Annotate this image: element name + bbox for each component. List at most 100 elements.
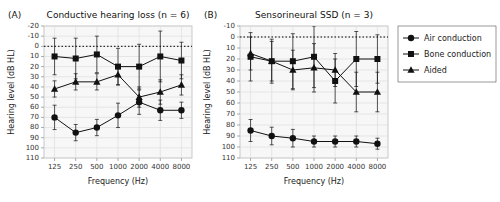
error-bar-cap [249, 81, 253, 82]
panel: -100102030405060708090100110125250500100… [203, 10, 388, 186]
x-tick-label: 500 [286, 163, 299, 171]
series [247, 37, 381, 112]
tick-mark [41, 127, 44, 128]
tick-mark [237, 48, 240, 49]
data-point [353, 56, 359, 62]
chart-figure: -20-100102030405060708090100110125250500… [0, 0, 500, 202]
grid-line [44, 46, 192, 47]
error-bar-cap [95, 36, 99, 37]
error-bar-cap [74, 89, 78, 90]
y-tick-label: 0 [231, 33, 235, 41]
error-bar-cap [312, 136, 316, 137]
y-tick-label: 50 [226, 88, 235, 96]
y-tick-label: 30 [226, 66, 235, 74]
tick-mark [160, 158, 161, 161]
data-point [51, 85, 58, 92]
series-line [55, 102, 182, 132]
y-tick-label: 70 [30, 113, 39, 121]
y-tick-label: 90 [226, 132, 235, 140]
y-axis-label: Hearing level (dB HL) [203, 49, 212, 134]
tick-mark [237, 26, 240, 27]
y-tick-label: 70 [226, 110, 235, 118]
error-bar-stem [118, 48, 119, 85]
error-bar-cap [354, 72, 358, 73]
data-point [115, 112, 121, 118]
error-bar-cap [291, 33, 295, 34]
tick-mark [356, 158, 357, 161]
error-bar-cap [53, 105, 57, 106]
legend: Air conductionBone conductionAided [398, 26, 496, 82]
error-bar-cap [116, 103, 120, 104]
error-bar-cap [116, 48, 120, 49]
error-bar-cap [158, 79, 162, 80]
data-point [374, 56, 380, 62]
error-bar-cap [333, 53, 337, 54]
error-bar-cap [291, 50, 295, 51]
error-bar-cap [354, 147, 358, 148]
error-bar-cap [137, 114, 141, 115]
grid-line [250, 26, 251, 158]
error-bar-cap [74, 124, 78, 125]
x-tick-label: 4000 [347, 163, 365, 171]
tick-mark [377, 158, 378, 161]
error-bar-cap [158, 120, 162, 121]
panel-label: (B) [204, 10, 217, 20]
error-bar-cap [53, 38, 57, 39]
tick-mark [314, 158, 315, 161]
error-bar-cap [270, 127, 274, 128]
grid-line [54, 26, 55, 158]
error-bar-cap [74, 38, 78, 39]
legend-frame [398, 26, 496, 82]
tick-mark [237, 92, 240, 93]
series [247, 120, 380, 150]
data-point [136, 93, 143, 100]
tick-mark [41, 117, 44, 118]
grid-line [139, 26, 140, 158]
error-bar-cap [333, 136, 337, 137]
tick-mark [41, 158, 44, 159]
x-tick-label: 125 [48, 163, 61, 171]
data-point [353, 88, 360, 95]
error-bar-cap [375, 138, 379, 139]
tick-mark [237, 158, 240, 159]
error-bar-cap [333, 103, 337, 104]
y-tick-label: 50 [30, 93, 39, 101]
error-bar-cap [270, 41, 274, 42]
y-tick-label: 20 [30, 63, 39, 71]
data-point [268, 57, 275, 64]
tick-mark [237, 70, 240, 71]
x-tick-label: 125 [244, 163, 257, 171]
chart-title: Sensorineural SSD (n = 3) [255, 10, 373, 20]
tick-mark [41, 76, 44, 77]
data-point [52, 53, 58, 59]
panel-label: (A) [8, 10, 21, 20]
data-point [310, 64, 317, 71]
error-bar-cap [375, 111, 379, 112]
tick-mark [237, 136, 240, 137]
tick-mark [41, 86, 44, 87]
grid-line [75, 26, 76, 158]
tick-mark [237, 125, 240, 126]
data-point [289, 66, 296, 73]
x-tick-label: 4000 [151, 163, 169, 171]
error-bar-cap [270, 144, 274, 145]
tick-mark [237, 59, 240, 60]
error-bar-cap [375, 149, 379, 150]
x-tick-label: 8000 [369, 163, 387, 171]
error-bar-cap [95, 89, 99, 90]
error-bar-cap [116, 84, 120, 85]
data-point [157, 53, 163, 59]
chart-title: Conductive hearing loss (n = 6) [47, 10, 190, 20]
legend-item: Bone conduction [403, 50, 491, 59]
data-point [94, 51, 100, 57]
data-point [51, 114, 57, 120]
error-bar-cap [354, 31, 358, 32]
error-bar-cap [333, 147, 337, 148]
error-bar-cap [291, 89, 295, 90]
tick-mark [250, 158, 251, 161]
legend-label: Air conduction [424, 34, 482, 43]
error-bar-cap [179, 42, 183, 43]
legend-marker [408, 51, 414, 57]
y-tick-label: 20 [226, 55, 235, 63]
data-point [353, 138, 359, 144]
